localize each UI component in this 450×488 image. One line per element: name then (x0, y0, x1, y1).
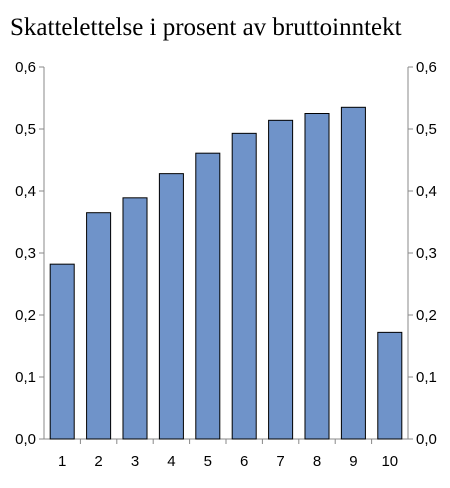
x-tick-label: 3 (131, 453, 139, 470)
bar-3 (122, 197, 148, 440)
right-y-ticks: 0,0 0,1 0,2 0,3 0,4 0,5 0,6 (408, 59, 437, 448)
left-tick-label: 0,4 (15, 183, 36, 200)
right-tick-label: 0,6 (416, 59, 437, 76)
left-tick-label: 0,2 (15, 307, 36, 324)
right-tick-label: 0,0 (416, 431, 437, 448)
x-tick-label: 1 (58, 453, 66, 470)
x-tick-label: 5 (204, 453, 212, 470)
bar-10 (377, 331, 403, 440)
x-tick-label: 9 (349, 453, 357, 470)
left-tick-label: 0,6 (15, 59, 36, 76)
chart-bars (49, 106, 403, 440)
x-tick-label: 2 (94, 453, 102, 470)
right-tick-label: 0,2 (416, 307, 437, 324)
left-tick-label: 0,5 (15, 121, 36, 138)
right-tick-label: 0,4 (416, 183, 437, 200)
right-tick-label: 0,5 (416, 121, 437, 138)
bar-4 (158, 173, 184, 440)
x-tick-label: 10 (381, 453, 398, 470)
bar-5 (195, 152, 221, 440)
left-tick-label: 0,1 (15, 369, 36, 386)
right-tick-label: 0,3 (416, 245, 437, 262)
bar-8 (304, 113, 330, 440)
bar-6 (231, 132, 257, 440)
chart-title: Skattelettelse i prosent av bruttoinntek… (10, 14, 402, 41)
x-tick-label: 4 (167, 453, 175, 470)
right-tick-label: 0,1 (416, 369, 437, 386)
x-tick-label: 6 (240, 453, 248, 470)
bar-1 (49, 263, 75, 440)
x-tick-label: 7 (276, 453, 284, 470)
left-y-ticks: 0,0 0,1 0,2 0,3 0,4 0,5 0,6 (15, 59, 44, 448)
left-tick-label: 0,3 (15, 245, 36, 262)
x-tick-label: 8 (313, 453, 321, 470)
bar-9 (340, 106, 366, 440)
bar-7 (268, 119, 294, 440)
x-ticks: 1 2 3 4 5 6 7 8 9 10 (58, 439, 398, 470)
left-tick-label: 0,0 (15, 431, 36, 448)
bar-2 (86, 212, 112, 440)
